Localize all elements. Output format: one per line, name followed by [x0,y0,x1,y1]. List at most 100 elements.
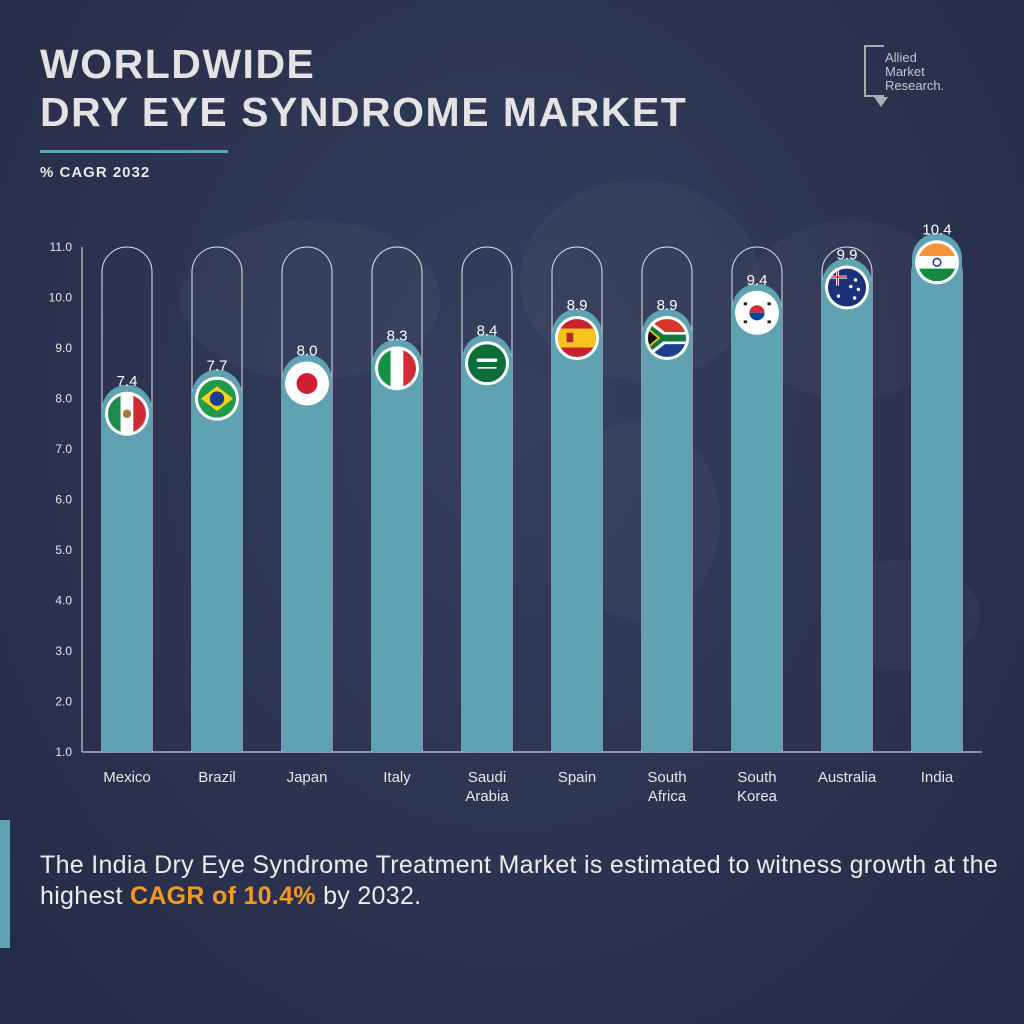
value-label: 10.4 [922,221,951,238]
bar [282,354,332,752]
category-label: Korea [737,788,778,805]
y-tick-label: 4.0 [55,594,72,608]
logo-line-3: Research. [885,78,945,93]
page-title: WORLDWIDE DRY EYE SYNDROME MARKET [40,40,687,136]
flag-globe [209,391,225,406]
flag-field [828,268,866,307]
flag-sword [477,367,497,369]
logo-mark-icon [864,45,884,97]
mexico-flag-icon [108,394,146,433]
y-tick-label: 9.0 [55,341,72,355]
flag-star [856,287,861,292]
title-underline [40,150,228,153]
y-tick-label: 5.0 [55,543,72,557]
logo-line-2: Market [885,64,925,79]
bar [912,233,962,752]
south-africa-flag-icon [648,319,686,358]
value-label: 7.4 [117,373,138,390]
category-label: Italy [383,769,411,786]
flag-trigram [767,302,771,306]
flag-y [648,322,686,354]
y-tick-label: 10.0 [49,291,73,305]
flag-taegeuk [749,305,765,313]
bar-track [191,246,243,752]
y-tick-label: 7.0 [55,442,72,456]
flag-stripe [558,328,596,348]
logo-speech-tail-icon [874,97,888,107]
australia-flag-icon [828,268,866,307]
y-tick-label: 8.0 [55,392,72,406]
flag-trigram [767,320,771,324]
saudi-arabia-flag-icon [468,344,506,383]
value-label: 9.4 [747,272,768,289]
category-label: Mexico [103,769,151,786]
value-label: 8.0 [297,343,318,360]
bar [822,258,872,752]
bar-track [461,246,513,752]
category-label: India [921,769,954,786]
bar-track [551,246,603,752]
flag-stripe [918,243,956,256]
flag-emblem [566,332,574,343]
flag-stripe [133,394,146,433]
flag-sun [296,373,318,394]
brazil-flag-icon [198,379,236,418]
category-label: Saudi [468,769,506,786]
value-label: 7.7 [207,358,228,375]
bar-track [101,246,153,752]
footer-text-before: The India Dry Eye Syndrome Treatment Mar… [40,851,999,910]
flag-triangle [648,330,658,347]
flag-star [849,284,853,289]
bar [642,309,692,752]
flag-chakra [932,257,942,267]
flag-stripe [390,349,404,388]
bar [732,283,782,752]
flag-field [468,344,506,383]
bar [192,369,242,752]
y-tick-label: 1.0 [55,745,72,759]
bar [372,339,422,752]
y-tick-label: 6.0 [55,493,72,507]
footer-highlight: CAGR of 10.4% [129,882,316,910]
category-label: Brazil [198,769,236,786]
flag-script [476,358,498,362]
value-label: 8.4 [477,322,498,339]
flag-taegeuk [749,312,765,321]
south-korea-flag-icon [738,293,776,332]
bar-track [731,246,783,752]
flag-star [853,278,858,282]
flag-stripe [108,394,121,433]
category-label: South [647,769,686,786]
category-label: Spain [558,769,596,786]
flag-star [852,296,857,300]
value-label: 8.9 [657,297,678,314]
flag-stripe [378,349,391,388]
value-label: 8.3 [387,327,408,344]
bar-track [641,246,693,752]
company-logo: Allied Market Research. [864,45,994,115]
flag-stripe [918,255,956,269]
spain-flag-icon [558,319,596,358]
category-label: Arabia [465,788,509,805]
logo-line-1: Allied [885,50,917,65]
flag-trigram [743,320,748,324]
bar [102,384,152,752]
bar-chart: 1.0 2.0 3.0 4.0 5.0 6.0 7.0 8.0 9.0 10.0 11.0 7.4 Me… [49,221,982,805]
value-label: 8.9 [567,297,588,314]
italy-flag-icon [378,349,416,388]
chart-subtitle: % CAGR 2032 [40,164,151,181]
value-label: 9.9 [837,247,858,264]
bar-track [821,246,873,752]
category-label: Africa [648,788,687,805]
flag-stripe [403,349,416,388]
footer-accent-bar [0,820,10,948]
bar [462,334,512,752]
bar-track [371,246,423,752]
bar-track [281,246,333,752]
flag-star [836,294,841,298]
category-label: South [737,769,776,786]
title-line-2: DRY EYE SYNDROME MARKET [40,89,688,135]
category-label: Australia [818,769,877,786]
y-tick-label: 3.0 [55,644,72,658]
india-flag-icon [918,243,956,282]
